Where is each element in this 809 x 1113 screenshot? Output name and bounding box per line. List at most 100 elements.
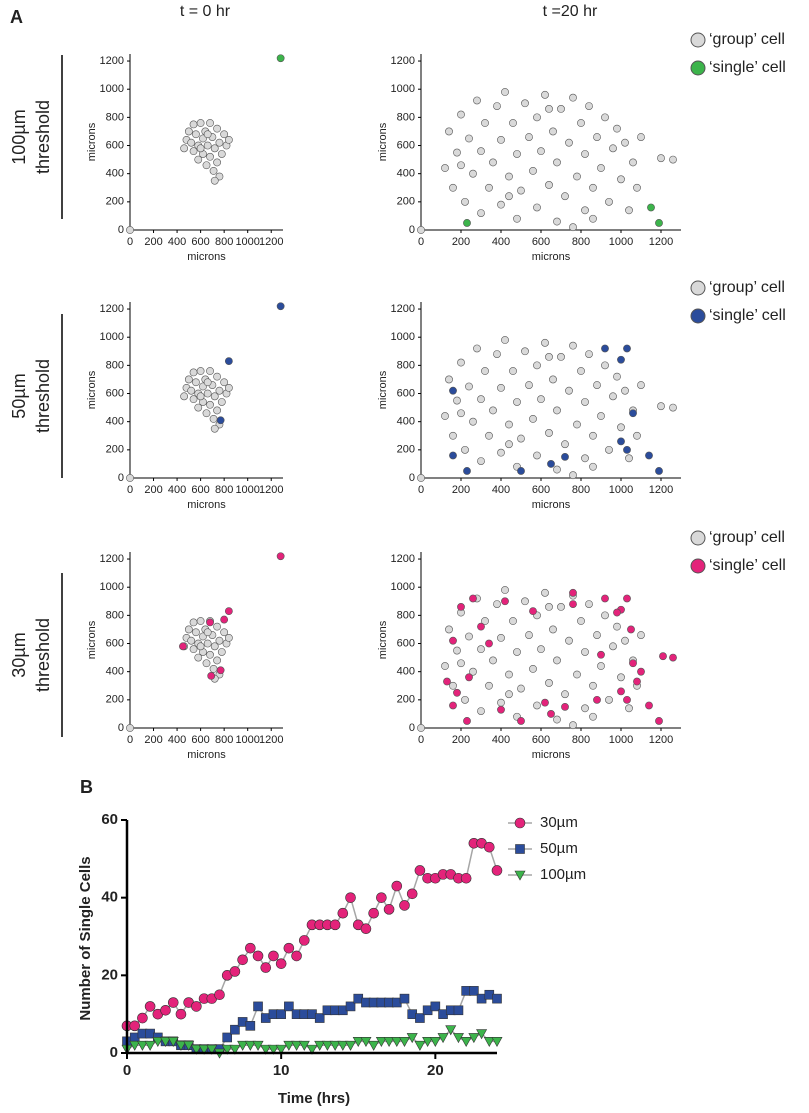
data-point <box>291 1040 303 1051</box>
data-point <box>230 1024 240 1035</box>
cell-point <box>669 653 677 662</box>
cell-point <box>553 465 561 474</box>
cell-point <box>477 395 485 404</box>
cell-point <box>463 467 471 475</box>
cell-point <box>605 445 613 454</box>
legend-label: ‘single’ cell <box>709 557 786 574</box>
x-tick-label: 1200 <box>649 484 673 496</box>
y-tick-label: 1000 <box>100 331 124 343</box>
data-point <box>191 1001 202 1012</box>
cell-point <box>194 653 203 662</box>
y-tick-label: 200 <box>106 694 124 706</box>
data-point <box>376 892 387 903</box>
cell-point <box>509 367 517 375</box>
cell-point <box>617 355 625 364</box>
legend-marker <box>690 558 706 574</box>
cell-point <box>217 648 226 656</box>
cell-point <box>541 90 549 99</box>
x-tick-label: 1000 <box>609 734 633 746</box>
cell-point <box>565 138 573 147</box>
cell-point <box>569 588 577 597</box>
data-point <box>237 954 248 966</box>
x-tick-label: 200 <box>452 734 470 746</box>
data-point <box>152 1037 164 1047</box>
y-tick-label: 600 <box>106 637 124 649</box>
data-point <box>368 907 379 919</box>
x-tick-label: 0 <box>127 236 133 248</box>
x-tick-label: 0 <box>123 1062 131 1079</box>
x-tick-label: 600 <box>532 734 550 746</box>
data-point <box>306 1044 318 1055</box>
x-tick-label: 10 <box>273 1062 290 1079</box>
data-point <box>167 1037 179 1047</box>
cell-point <box>521 347 529 356</box>
data-point <box>430 1001 441 1012</box>
cell-point <box>581 454 589 463</box>
cell-point <box>463 717 471 725</box>
cell-point <box>573 670 581 679</box>
cell-point <box>581 398 589 406</box>
cell-point <box>184 127 193 136</box>
cell-point <box>577 617 585 625</box>
cell-point <box>657 402 665 411</box>
cell-point <box>203 639 212 648</box>
data-point <box>222 1032 233 1043</box>
data-point <box>460 872 472 884</box>
y-tick-label: 1000 <box>100 83 124 95</box>
x-tick-label: 800 <box>572 484 590 496</box>
data-point <box>206 1044 218 1055</box>
cell-point <box>645 701 653 710</box>
y-axis-label: microns <box>377 122 389 161</box>
cell-point <box>192 628 200 637</box>
y-tick-label: 800 <box>397 359 415 371</box>
cell-point <box>276 54 285 63</box>
cell-point <box>561 702 569 711</box>
cell-point <box>449 636 457 645</box>
cell-point <box>537 645 545 654</box>
data-point <box>460 1037 472 1047</box>
cell-point <box>457 409 465 418</box>
cell-point <box>489 158 497 167</box>
data-point <box>214 989 225 1001</box>
cell-point <box>577 119 585 127</box>
x-tick-label: 1000 <box>609 236 633 248</box>
cell-point <box>553 656 561 665</box>
cell-point <box>609 144 617 153</box>
cell-point <box>597 662 605 670</box>
cell-point <box>189 645 198 654</box>
cell-point <box>461 695 469 704</box>
cell-point <box>553 217 561 226</box>
cell-point <box>184 625 193 634</box>
cell-point <box>547 710 555 718</box>
cell-point <box>589 712 597 721</box>
cell-point <box>189 147 198 156</box>
y-tick-label: 200 <box>106 196 124 208</box>
y-tick-label: 800 <box>106 111 124 123</box>
row-label: 30µm <box>9 632 29 677</box>
cell-point <box>489 656 497 665</box>
cell-point <box>206 618 214 627</box>
cell-point <box>457 358 465 367</box>
cell-point <box>485 639 493 648</box>
x-tick-label: 600 <box>191 236 209 248</box>
x-axis-label: Time (hrs) <box>278 1090 350 1107</box>
cell-point <box>477 147 485 156</box>
y-tick-label: 400 <box>397 416 415 428</box>
data-point <box>283 1040 295 1051</box>
cell-point <box>493 350 501 358</box>
cell-point <box>623 594 631 603</box>
y-axis-label: microns <box>86 122 98 161</box>
cell-point <box>623 344 631 353</box>
cell-point <box>481 617 489 625</box>
data-point <box>283 942 295 954</box>
data-point <box>469 986 479 996</box>
y-tick-label: 1000 <box>391 83 415 95</box>
cell-point <box>497 633 505 642</box>
cell-point <box>609 642 617 651</box>
data-point <box>414 1040 426 1051</box>
data-point <box>167 997 179 1008</box>
x-tick-label: 1200 <box>259 236 283 248</box>
y-tick-label: 20 <box>101 966 118 983</box>
data-point <box>375 1037 387 1047</box>
cell-point <box>581 206 589 215</box>
